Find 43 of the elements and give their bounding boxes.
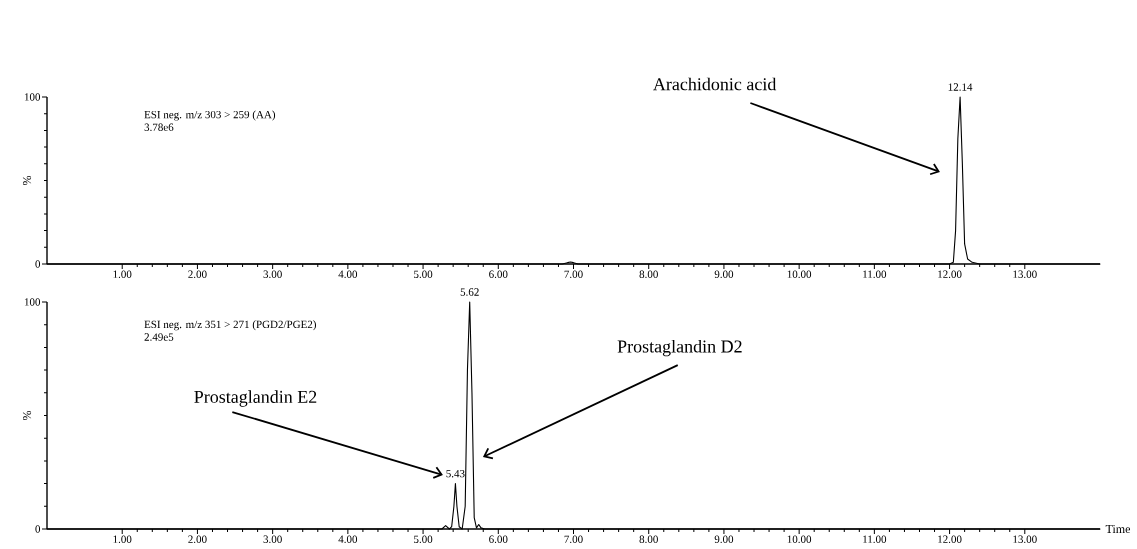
- x-tick-label: 8.00: [639, 270, 658, 278]
- x-tick-label: 1.00: [113, 535, 132, 544]
- x-tick-label: 11.00: [863, 535, 887, 544]
- x-tick-label: 7.00: [564, 270, 583, 278]
- text: Arachidonic acid: [653, 77, 777, 91]
- x-tick-label: 12.00: [938, 270, 962, 278]
- x-tick-label: 5.00: [414, 270, 433, 278]
- y-axis-title: %: [22, 410, 32, 421]
- x-tick-label: 13.00: [1013, 270, 1037, 278]
- y-tick-label: 0: [35, 525, 41, 533]
- x-tick-label: 10.00: [787, 535, 812, 544]
- x-tick-label: 4.00: [338, 535, 358, 544]
- x-tick-label: 11.00: [863, 270, 887, 278]
- annotation: 5.43: [446, 469, 465, 478]
- x-tick-label: 9.00: [714, 270, 734, 278]
- x-tick-label: 9.00: [714, 535, 734, 544]
- x-tick-label: 6.00: [489, 270, 508, 278]
- x-tick-label: 8.00: [639, 535, 658, 544]
- x-tick-label: 10.00: [787, 270, 812, 278]
- x-axis-title: Time: [1105, 524, 1131, 534]
- x-tick-label: 13.00: [1013, 535, 1037, 544]
- annotation: ESI neg. m/z 351 > 271 (PGD2/PGE2): [144, 320, 317, 331]
- annotation: Prostaglandin E2: [194, 390, 317, 407]
- x-tick-label: 6.00: [489, 535, 508, 544]
- x-tick-label: 2.00: [188, 270, 207, 278]
- x-tick-label: 3.00: [263, 270, 282, 278]
- annotation: 3.78e6: [144, 123, 174, 132]
- annotation: Prostaglandin D2: [617, 339, 742, 357]
- x-tick-label: 7.00: [564, 535, 583, 544]
- annotation: 12.14: [948, 83, 973, 91]
- annotation: ESI neg. m/z 303 > 259 (AA): [144, 110, 276, 121]
- annotation: 5.62: [460, 288, 479, 296]
- x-tick-label: 12.00: [938, 535, 962, 544]
- annotation: 2.49e5: [144, 333, 174, 341]
- x-tick-label: 2.00: [188, 535, 207, 544]
- x-tick-label: 3.00: [263, 535, 282, 544]
- x-tick-label: 4.00: [338, 270, 358, 278]
- y-tick-label: 0: [35, 260, 41, 268]
- y-tick-label: 100: [24, 93, 41, 101]
- y-axis-title: %: [22, 175, 32, 186]
- y-tick-label: 100: [24, 298, 41, 306]
- x-tick-label: 5.00: [414, 535, 433, 544]
- x-tick-label: 1.00: [113, 270, 132, 278]
